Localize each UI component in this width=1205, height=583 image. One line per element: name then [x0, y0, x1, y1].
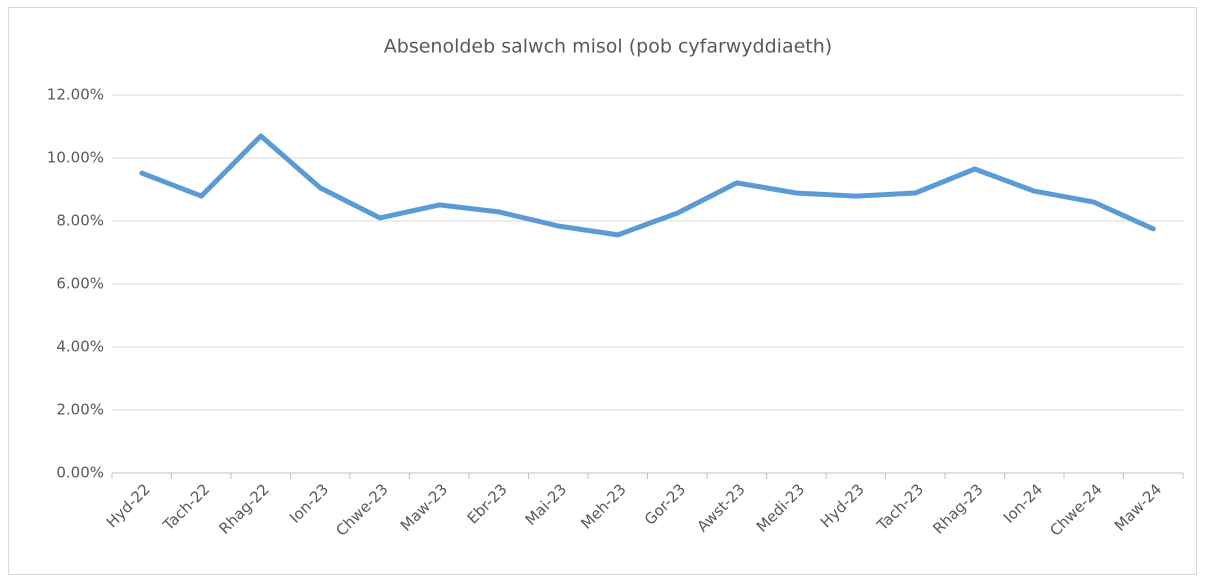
chart-title: Absenoldeb salwch misol (pob cyfarwyddia…: [384, 36, 832, 58]
y-tick-label: 0.00%: [56, 464, 104, 482]
y-tick-label: 2.00%: [56, 401, 104, 419]
chart-border: [8, 7, 1197, 575]
y-tick-label: 10.00%: [47, 149, 104, 167]
y-tick-label: 4.00%: [56, 338, 104, 356]
y-tick-label: 12.00%: [47, 86, 104, 104]
y-tick-label: 8.00%: [56, 212, 104, 230]
line-series: [139, 133, 1156, 238]
y-tick-label: 6.00%: [56, 275, 104, 293]
